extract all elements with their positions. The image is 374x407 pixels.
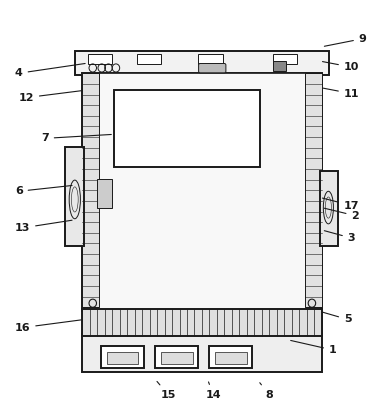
Text: 2: 2 [324,208,359,221]
Bar [82,309,322,336]
Text: 12: 12 [18,91,82,103]
Text: 4: 4 [15,63,85,78]
Bar [82,334,322,372]
Bar [88,54,112,64]
Bar [155,346,198,368]
Bar [75,51,329,75]
Text: 10: 10 [322,61,359,72]
Text: 14: 14 [205,382,221,400]
Bar [209,346,252,368]
Bar [97,179,112,208]
Text: 3: 3 [324,231,355,243]
Text: 8: 8 [260,383,273,400]
Bar [320,171,338,246]
Bar [273,54,297,64]
Bar [305,73,322,307]
Text: 11: 11 [322,88,359,98]
Bar [107,352,138,364]
Bar [114,90,260,167]
Bar [215,352,247,364]
Bar [82,73,322,311]
Bar [137,54,161,64]
Bar [84,73,320,309]
Bar [161,352,193,364]
Text: 5: 5 [322,312,352,324]
Bar [101,346,144,368]
Bar [82,73,99,307]
FancyBboxPatch shape [199,63,226,73]
Text: 6: 6 [15,186,72,196]
Text: 17: 17 [322,198,359,210]
Bar [65,147,84,246]
Bar [198,54,223,64]
Text: 13: 13 [15,220,72,233]
Bar [273,61,286,71]
Text: 15: 15 [157,381,176,400]
Text: 7: 7 [41,133,111,143]
Text: 9: 9 [324,34,367,46]
Text: 1: 1 [291,341,337,355]
Text: 16: 16 [15,320,82,333]
